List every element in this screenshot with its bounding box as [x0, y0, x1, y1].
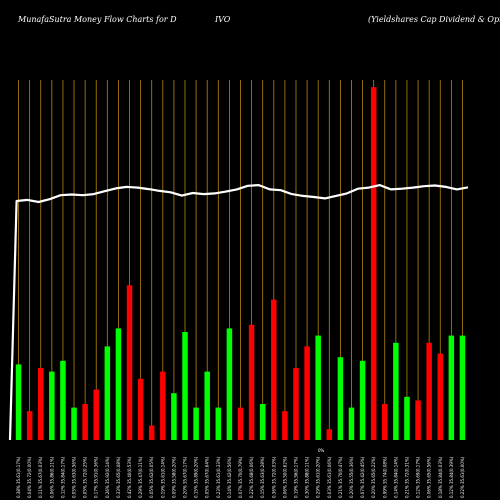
x-tick-label: 0.22% 35.61(0.00%) [460, 456, 465, 498]
x-tick-label: 0.06% 35.65(0.56%) [427, 456, 432, 498]
bar-37 [415, 400, 421, 440]
chart-title-middle: IVO [214, 15, 231, 24]
x-tick-label: 0.30% 35.88(0.11%) [305, 456, 310, 498]
bar-28 [315, 335, 321, 440]
bar-13 [148, 425, 155, 440]
bar-35 [393, 342, 399, 440]
bar-19 [215, 407, 222, 440]
x-tick-label: 0.12% 35.84(0.17%) [60, 456, 65, 498]
x-tick-label: 0.19% 35.56(0.17%) [293, 456, 298, 498]
x-tick-label: 0.04% 35.72(0.00%) [27, 456, 32, 498]
bar-34 [382, 404, 388, 440]
bar-14 [160, 371, 166, 440]
bar-25 [282, 411, 288, 440]
x-tick-label: 0.14% 35.84(0.14%) [393, 456, 398, 498]
bar-11 [126, 285, 133, 440]
x-tick-label: 0.05% 35.62(0.05%) [149, 456, 154, 498]
x-tick-label: 0.20% 35.65(0.22%) [371, 456, 376, 498]
x-tick-label: 0.36% 35.72(0.03%) [271, 456, 276, 498]
x-tick-label: 0.14% 35.42(0.56%) [227, 456, 232, 498]
x-tick-label: 0.05% 35.67(0.64%) [205, 456, 210, 498]
bar-20 [226, 328, 233, 440]
x-tick-label: 0.12% 35.84(0.39%) [449, 456, 454, 498]
x-tick-label: 0.03% 35.61(0.06%) [327, 456, 332, 498]
x-tick-label: 0.11% 35.67(0.03%) [38, 456, 43, 498]
x-tick-label: 0.22% 35.68(0.06%) [249, 456, 254, 498]
bar-6 [71, 407, 77, 440]
bar-30 [337, 357, 344, 440]
x-tick-label: 0.26% 35.92(0.14%) [105, 456, 110, 498]
bar-12 [137, 378, 144, 440]
x-tick-label: 0.38% 35.61(0.17%) [16, 456, 21, 498]
x-tick-label: 0.05% 35.72(0.25%) [83, 456, 88, 498]
bar-10 [115, 328, 122, 440]
bar-2 [26, 411, 33, 440]
bar-15 [171, 393, 177, 440]
bar-18 [204, 371, 210, 440]
bar-38 [426, 342, 432, 440]
line-layer [8, 184, 469, 441]
x-tick-label: 0.19% 35.61(0.14%) [160, 456, 165, 498]
x-tick-label: 0.21% 35.72(0.31%) [404, 456, 409, 498]
x-tick-label: 0.15% 35.63(0.28%) [260, 456, 265, 498]
x-tick-label: 0.29% 35.47(0.11%) [138, 456, 143, 498]
x-tick-label: 0.06% 35.50(0.62%) [282, 456, 287, 498]
x-tick-label: 0.06% 35.86(0.11%) [49, 456, 54, 498]
x-tick-label: 0.29% 35.61(0.20%) [316, 456, 321, 498]
bar-31 [348, 407, 355, 440]
x-tick-label: 0.42% 35.40(0.53%) [127, 456, 132, 498]
bar-layer [15, 87, 466, 440]
bar-1 [15, 364, 22, 440]
bar-39 [437, 353, 444, 440]
bar-27 [304, 346, 310, 440]
bar-7 [82, 404, 88, 440]
x-tick-labels: 0.38% 35.61(0.17%) 0.04% 35.72(0.00%) 0.11… [16, 456, 465, 498]
bar-8 [93, 389, 99, 440]
bar-26 [293, 368, 299, 440]
x-tick-label: 0.17% 35.91(0.36%) [94, 456, 99, 498]
x-tick-label: 0.20% 35.55(0.36%) [349, 456, 354, 498]
bar-24 [271, 299, 277, 440]
x-tick-label: 0.99% 35.74(0.08%) [382, 456, 387, 498]
x-tick-label: 0.18% 35.84(0.03%) [438, 456, 443, 498]
bar-23 [259, 404, 266, 440]
bar-41 [459, 335, 466, 440]
x-tick-label: 0.15% 35.89(0.20%) [194, 456, 199, 498]
x-tick-label: 0.07% 35.42(0.45%) [360, 456, 365, 498]
bar-32 [359, 360, 366, 440]
bar-5 [60, 360, 66, 440]
chart-title-left: MunafaSutra Money Flow Charts for D [17, 15, 177, 24]
bar-9 [104, 346, 111, 440]
chart-title-right: (Yieldshares Cap Dividend & Option I [368, 15, 500, 24]
bar-29 [326, 429, 333, 440]
x-tick-label: 0.07% 35.70(0.79%) [238, 456, 243, 498]
x-tick-label: 0.20% 35.67(0.17%) [183, 456, 188, 498]
bar-33 [370, 87, 377, 440]
price-line [8, 184, 469, 441]
bar-3 [37, 368, 44, 440]
bar-36 [404, 396, 410, 440]
bar-17 [193, 407, 199, 440]
zero-percent-label: 0% [318, 448, 325, 453]
x-tick-label: 0.23% 35.61(0.33%) [216, 456, 221, 498]
x-tick-label: 0.05% 35.63(0.56%) [72, 456, 77, 498]
bar-16 [182, 332, 188, 440]
x-tick-label: 0.21% 35.70(0.47%) [338, 456, 343, 498]
x-tick-label: 0.12% 35.69(0.17%) [416, 456, 421, 498]
bar-21 [237, 407, 244, 440]
x-tick-label: 0.09% 35.58(0.20%) [171, 456, 176, 498]
bar-4 [49, 371, 55, 440]
bar-40 [448, 335, 455, 440]
x-tick-label: 0.33% 35.65(0.08%) [116, 456, 121, 498]
bar-22 [248, 324, 255, 440]
